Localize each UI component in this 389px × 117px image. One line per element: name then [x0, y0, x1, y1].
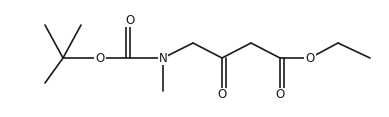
Text: O: O	[275, 88, 285, 102]
Text: O: O	[305, 51, 315, 64]
Text: N: N	[159, 51, 167, 64]
Text: O: O	[95, 51, 105, 64]
Text: O: O	[217, 88, 227, 102]
Text: O: O	[125, 13, 135, 26]
